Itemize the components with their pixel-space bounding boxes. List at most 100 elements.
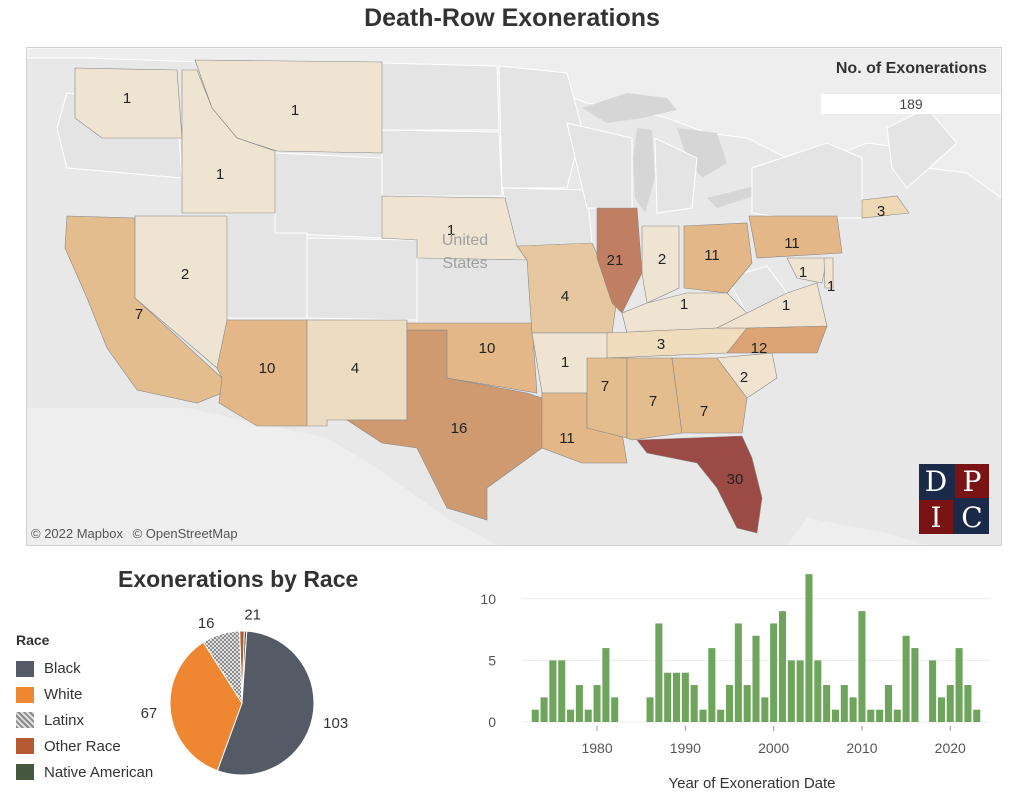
bar-2023[interactable] (973, 709, 981, 722)
legend-item-latinx[interactable]: Latinx (16, 708, 153, 734)
bar-2012[interactable] (876, 709, 884, 722)
year-bar-chart[interactable]: 0 5 10 1980 1990 2000 2010 2020 Year of Exonera… (460, 550, 1000, 800)
bar-2007[interactable] (831, 709, 840, 722)
x-tick-label: 1990 (670, 740, 701, 756)
bar-2021[interactable] (955, 648, 963, 722)
state-al[interactable] (626, 357, 683, 441)
state-sc[interactable] (716, 352, 778, 399)
logo-letter-d: D (919, 464, 953, 498)
state-va[interactable] (716, 282, 828, 329)
bar-1982[interactable] (611, 697, 619, 722)
bar-1986[interactable] (646, 697, 654, 722)
race-pie-chart[interactable]: 103 67 16 21 (130, 605, 360, 785)
bar-2004[interactable] (805, 574, 813, 722)
state-mi (654, 137, 698, 214)
bar-2002[interactable] (787, 660, 795, 722)
bar-1978[interactable] (575, 685, 583, 722)
bar-1981[interactable] (602, 648, 610, 722)
bar-2008[interactable] (840, 685, 848, 722)
state-count-label-ca: 7 (135, 306, 143, 323)
bar-1993[interactable] (708, 648, 716, 722)
bar-1995[interactable] (725, 685, 734, 722)
bar-2011[interactable] (867, 709, 875, 722)
bar-1997[interactable] (743, 685, 751, 722)
bar-2006[interactable] (823, 685, 831, 722)
legend-item-other-race[interactable]: Other Race (16, 733, 153, 759)
bar-2019[interactable] (937, 697, 945, 722)
pie-slice-white[interactable] (169, 641, 243, 772)
state-count-label-ky: 1 (680, 296, 688, 313)
state-nm[interactable] (306, 319, 408, 427)
legend-swatch (16, 712, 34, 729)
state-count-label-pa: 11 (784, 235, 800, 252)
bar-1987[interactable] (655, 623, 663, 722)
bar-1990[interactable] (681, 672, 689, 722)
state-in[interactable] (641, 225, 680, 304)
kpi-value: 189 (821, 94, 1001, 114)
legend-item-native-american[interactable]: Native American (16, 759, 153, 785)
bar-2001[interactable] (778, 611, 787, 722)
bar-1975[interactable] (549, 660, 557, 722)
bar-2020[interactable] (946, 685, 954, 722)
bar-2005[interactable] (814, 660, 822, 722)
bar-1973[interactable] (531, 709, 539, 722)
bar-1989[interactable] (672, 672, 681, 722)
state-wa[interactable] (74, 67, 183, 139)
bar-1980[interactable] (593, 685, 601, 722)
state-ga[interactable] (671, 357, 748, 434)
bar-1998[interactable] (752, 635, 760, 722)
bar-2022[interactable] (964, 685, 972, 722)
lake-superior (582, 93, 677, 123)
state-ne[interactable] (381, 195, 528, 261)
bar-2013[interactable] (884, 685, 892, 722)
mapbox-credit-link[interactable]: © 2022 Mapbox (31, 526, 123, 541)
bar-2018[interactable] (929, 660, 937, 722)
pie-slice-black[interactable] (216, 630, 315, 776)
country-label-line2: States (442, 255, 487, 272)
pie-slice-latinx[interactable] (202, 630, 243, 705)
bar-1976[interactable] (558, 660, 566, 722)
bar-2014[interactable] (893, 709, 901, 722)
state-sd (381, 129, 503, 197)
legend-label: Latinx (44, 711, 85, 729)
state-ms[interactable] (586, 357, 628, 439)
state-ma[interactable] (861, 195, 910, 219)
openstreetmap-credit-link[interactable]: © OpenStreetMap (132, 526, 238, 541)
bar-2015[interactable] (902, 635, 910, 722)
state-count-label-id: 1 (216, 166, 224, 183)
bar-2003[interactable] (796, 660, 804, 722)
state-count-label-sc: 2 (740, 369, 748, 386)
kpi-label: No. of Exonerations (835, 60, 987, 77)
bar-2009[interactable] (849, 697, 857, 722)
bar-1991[interactable] (690, 685, 698, 722)
map-panel[interactable]: 1 1 1 1 7 2 10 4 16 10 4 1 11 21 2 11 11 1 3 7 7 7 30 2 12 1 1 1 3 U… (26, 47, 1002, 546)
map-attribution[interactable]: © 2022 Mapbox © OpenStreetMap (31, 526, 244, 541)
bar-1977[interactable] (567, 709, 575, 722)
bar-2000[interactable] (770, 623, 778, 722)
bar-2010[interactable] (858, 611, 866, 722)
state-pa[interactable] (748, 215, 843, 259)
bar-1979[interactable] (584, 709, 592, 722)
bar-1996[interactable] (734, 623, 742, 722)
bar-1999[interactable] (761, 697, 769, 722)
pie-label-latinx: 16 (198, 615, 215, 632)
bar-2016[interactable] (911, 648, 919, 722)
state-id[interactable] (181, 69, 276, 214)
bar-1994[interactable] (717, 709, 725, 722)
state-md[interactable] (786, 257, 828, 284)
state-oh[interactable] (683, 222, 753, 294)
bar-1974[interactable] (540, 697, 548, 722)
bar-1992[interactable] (699, 709, 707, 722)
state-de[interactable] (823, 257, 834, 289)
mexico-land (27, 408, 497, 545)
legend-item-white[interactable]: White (16, 682, 153, 708)
lake-michigan (633, 128, 655, 213)
x-tick-label: 1980 (581, 740, 612, 756)
country-label-line1: United (442, 232, 488, 249)
legend-item-black[interactable]: Black (16, 656, 153, 682)
state-count-label-va: 1 (782, 297, 790, 314)
bar-1988[interactable] (664, 672, 672, 722)
state-fl[interactable] (636, 435, 763, 534)
